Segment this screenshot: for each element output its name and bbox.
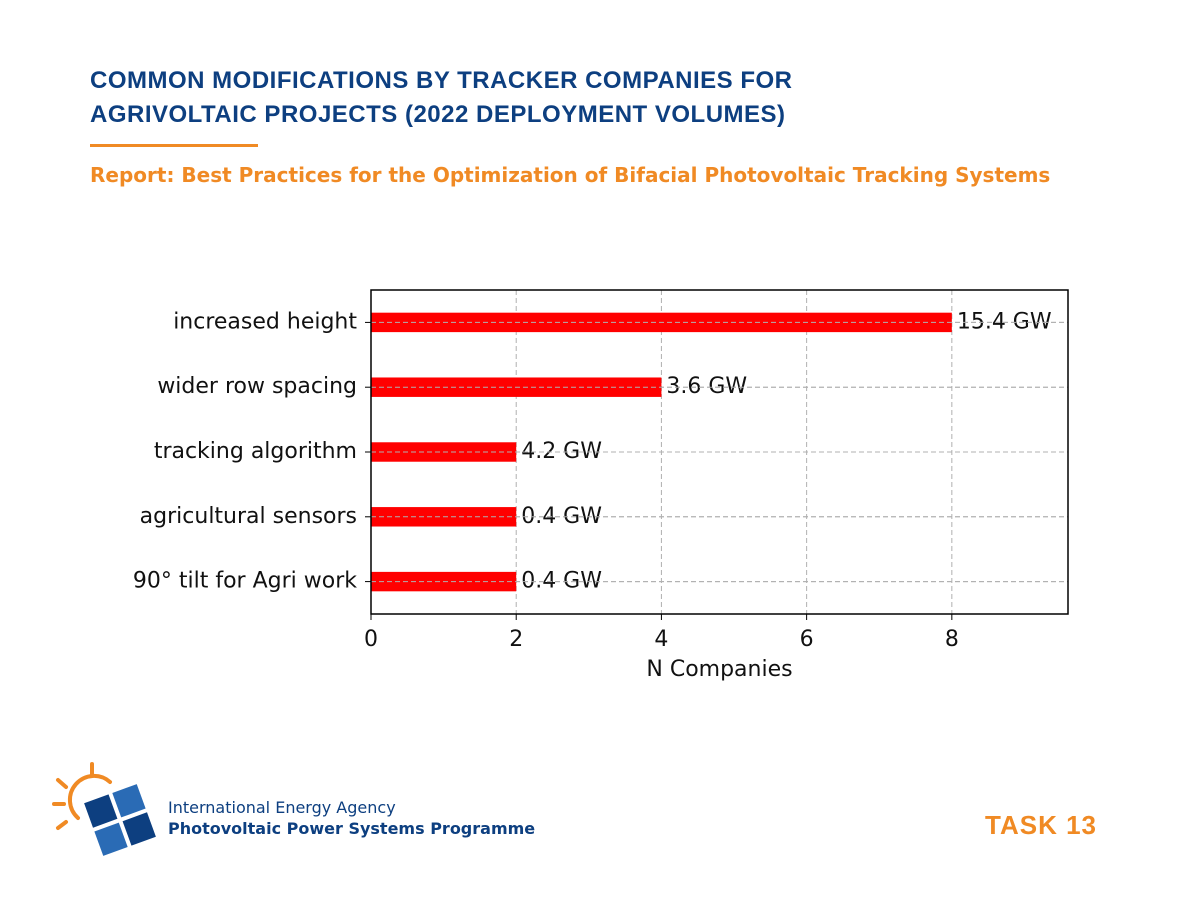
x-tick-label: 6 — [800, 627, 814, 652]
y-tick-label: tracking algorithm — [154, 439, 357, 464]
programme: Photovoltaic Power Systems Programme — [168, 819, 536, 838]
x-tick-label: 8 — [945, 627, 959, 652]
x-tick-label: 0 — [364, 627, 378, 652]
title-rule — [90, 144, 258, 147]
logo — [52, 762, 156, 856]
x-axis-label: N Companies — [646, 657, 792, 682]
task-label: TASK 13 — [985, 810, 1097, 840]
title: COMMON MODIFICATIONS BY TRACKER COMPANIE… — [90, 67, 793, 128]
y-tick-label: wider row spacing — [157, 374, 357, 399]
x-tick-label: 2 — [509, 627, 523, 652]
plot-frame — [370, 289, 1069, 615]
y-tick-label: agricultural sensors — [140, 504, 357, 529]
y-tick-label: increased height — [173, 309, 357, 334]
organization: International Energy Agency — [168, 798, 396, 817]
subtitle: Report: Best Practices for the Optimizat… — [90, 163, 1051, 187]
y-tick-label: 90° tilt for Agri work — [133, 569, 357, 594]
x-tick-label: 4 — [654, 627, 668, 652]
